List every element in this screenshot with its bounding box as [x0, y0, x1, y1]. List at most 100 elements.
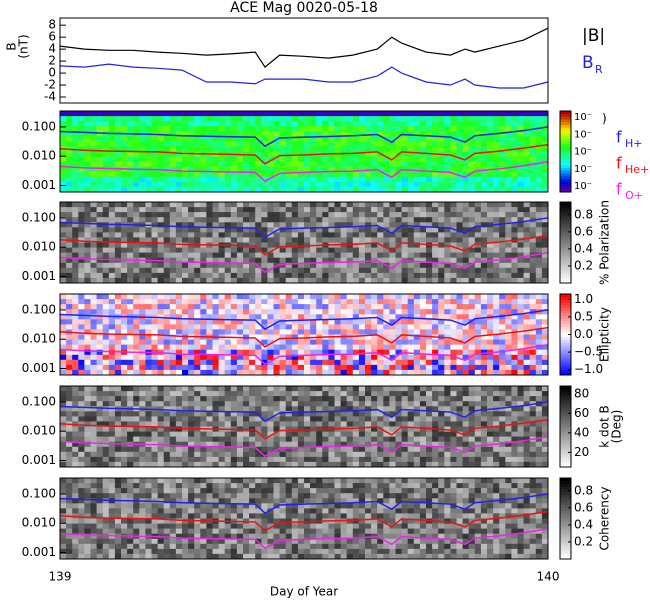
spectrogram-cell — [121, 232, 128, 238]
spectrogram-cell — [66, 391, 73, 397]
spectrogram-cell — [170, 309, 177, 315]
spectrogram-cell — [408, 319, 415, 325]
spectrogram-cell — [475, 304, 482, 310]
spectrogram-cell — [249, 324, 256, 330]
spectrogram-cell — [359, 126, 366, 132]
spectrogram-cell — [170, 263, 177, 269]
spectrogram-cell — [170, 401, 177, 407]
spectrogram-cell — [145, 263, 152, 269]
spectrogram-cell — [78, 136, 85, 142]
spectrogram-cell — [322, 355, 329, 361]
spectrogram-cell — [127, 172, 134, 178]
spectrogram-cell — [426, 207, 433, 213]
spectrogram-cell — [213, 121, 220, 127]
spectrogram-cell — [231, 314, 238, 320]
spectrogram-cell — [505, 299, 512, 305]
spectrogram-cell — [298, 126, 305, 132]
spectrogram-cell — [133, 217, 140, 223]
spectrogram-cell — [481, 355, 488, 361]
spectrogram-cell — [60, 360, 67, 366]
spectrogram-cell — [359, 360, 366, 366]
spectrogram-cell — [371, 416, 378, 422]
spectrogram-cell — [450, 162, 457, 168]
spectrogram-cell — [389, 329, 396, 335]
spectrogram-cell — [371, 162, 378, 168]
spectrogram-cell — [121, 304, 128, 310]
spectrogram-cell — [91, 243, 98, 249]
spectrogram-cell — [60, 304, 67, 310]
spectrogram-cell — [127, 345, 134, 351]
spectrogram-cell — [518, 355, 525, 361]
spectrogram-cell — [66, 294, 73, 300]
spectrogram-cell — [353, 172, 360, 178]
spectrogram-cell — [237, 365, 244, 371]
spectrogram-cell — [328, 360, 335, 366]
spectrogram-cell — [133, 253, 140, 259]
spectrogram-cell — [310, 294, 317, 300]
spectrogram-cell — [353, 432, 360, 438]
spectrogram-cell — [322, 432, 329, 438]
spectrogram-cell — [530, 396, 537, 402]
spectrogram-cell — [97, 182, 104, 188]
spectrogram-cell — [383, 131, 390, 137]
spectrogram-cell — [335, 126, 342, 132]
spectrogram-cell — [280, 182, 287, 188]
spectrogram-cell — [188, 304, 195, 310]
spectrogram-cell — [66, 263, 73, 269]
spectrogram-cell — [463, 217, 470, 223]
spectrogram-cell — [487, 141, 494, 147]
spectrogram-cell — [371, 432, 378, 438]
spectrogram-cell — [121, 340, 128, 346]
spectrogram-cell — [237, 437, 244, 443]
spectrogram-cell — [426, 319, 433, 325]
spectrogram-cell — [194, 237, 201, 243]
spectrogram-cell — [60, 324, 67, 330]
spectrogram-cell — [274, 167, 281, 173]
spectrogram-cell — [267, 116, 274, 122]
spectrogram-cell — [511, 157, 518, 163]
spectrogram-cell — [310, 340, 317, 346]
spectrogram-cell — [91, 182, 98, 188]
spectrogram-cell — [97, 172, 104, 178]
spectrogram-cell — [182, 177, 189, 183]
spectrogram-cell — [304, 182, 311, 188]
spectrogram-cell — [371, 304, 378, 310]
spectrogram-cell — [84, 146, 91, 152]
spectrogram-cell — [457, 309, 464, 315]
spectrogram-cell — [335, 121, 342, 127]
spectrogram-cell — [316, 345, 323, 351]
spectrogram-cell — [219, 329, 226, 335]
spectrogram-cell — [499, 177, 506, 183]
spectrogram-cell — [408, 416, 415, 422]
spectrogram-cell — [286, 182, 293, 188]
spectrogram-cell — [493, 411, 500, 417]
spectrogram-cell — [249, 401, 256, 407]
spectrogram-cell — [280, 416, 287, 422]
spectrogram-cell — [487, 263, 494, 269]
spectrogram-cell — [225, 340, 232, 346]
spectrogram-cell — [255, 222, 262, 228]
colorbar-tick-label: 0.8 — [574, 207, 593, 221]
spectrogram-cell — [243, 258, 250, 264]
spectrogram-cell — [225, 401, 232, 407]
spectrogram-cell — [493, 141, 500, 147]
spectrogram-cell — [371, 121, 378, 127]
spectrogram-cell — [133, 324, 140, 330]
spectrogram-cell — [377, 365, 384, 371]
spectrogram-cell — [103, 391, 110, 397]
spectrogram-cell — [164, 227, 171, 233]
spectrogram-cell — [511, 177, 518, 183]
spectrogram-cell — [97, 222, 104, 228]
spectrogram-cell — [103, 294, 110, 300]
spectrogram-cell — [145, 136, 152, 142]
spectrogram-cell — [475, 416, 482, 422]
spectrogram-cell — [66, 152, 73, 158]
spectrogram-cell — [286, 162, 293, 168]
spectrogram-cell — [292, 427, 299, 433]
spectrogram-cell — [383, 294, 390, 300]
spectrogram-cell — [103, 177, 110, 183]
spectrogram-cell — [530, 243, 537, 249]
spectrogram-cell — [511, 304, 518, 310]
spectrogram-cell — [109, 345, 116, 351]
spectrogram-cell — [274, 365, 281, 371]
